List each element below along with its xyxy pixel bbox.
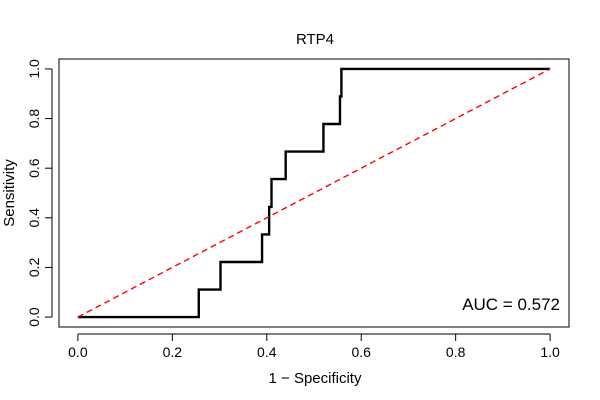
y-tick-label: 0.2 [26, 258, 42, 278]
x-tick-label: 0.0 [68, 344, 88, 360]
x-tick-label: 0.6 [351, 344, 371, 360]
y-tick-label: 0.8 [26, 109, 42, 129]
chart-title: RTP4 [296, 31, 334, 48]
x-tick-label: 1.0 [540, 344, 560, 360]
x-axis: 0.0 0.2 0.4 0.6 0.8 1.0 [68, 333, 560, 360]
y-tick-label: 1.0 [26, 59, 42, 79]
x-axis-label: 1 − Specificity [269, 370, 362, 387]
y-axis-label: Sensitivity [1, 159, 18, 227]
auc-annotation: AUC = 0.572 [462, 295, 560, 314]
x-tick-label: 0.4 [257, 344, 277, 360]
x-tick-label: 0.2 [163, 344, 183, 360]
y-tick-label: 0.6 [26, 158, 42, 178]
x-tick-label: 0.8 [446, 344, 466, 360]
reference-diagonal-line [77, 68, 551, 318]
y-tick-label: 0.4 [26, 208, 42, 228]
plot-layer [77, 67, 551, 319]
roc-curve-line [77, 67, 551, 319]
y-axis: 0.0 0.2 0.4 0.6 0.8 1.0 [26, 59, 53, 327]
plot-frame [58, 58, 570, 328]
y-tick-label: 0.0 [26, 307, 42, 327]
